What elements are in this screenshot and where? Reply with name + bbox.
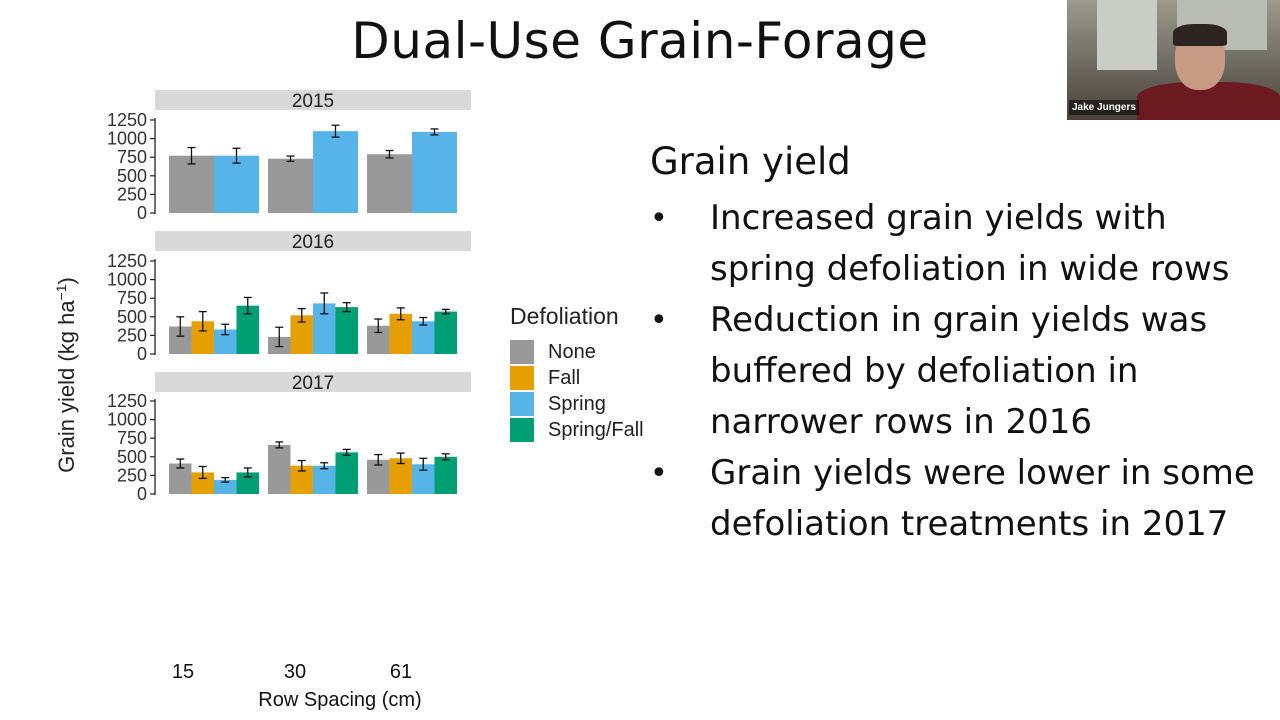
y-tick-label: 500 bbox=[117, 307, 147, 327]
bar-2015-none-15 bbox=[169, 155, 214, 213]
bar-2015-spring-30 bbox=[313, 131, 358, 213]
legend-item-spring-fall: Spring/Fall bbox=[510, 417, 644, 443]
y-tick-label: 500 bbox=[117, 166, 147, 186]
slide-title: Dual-Use Grain-Forage bbox=[351, 12, 929, 70]
legend-swatch-none bbox=[510, 340, 534, 364]
legend-title: Defoliation bbox=[510, 303, 619, 329]
webcam-background-window bbox=[1097, 0, 1157, 70]
slide-bullets: Grain yield • Increased grain yields wit… bbox=[650, 140, 1275, 550]
x-axis-title: Row Spacing (cm) bbox=[258, 689, 421, 711]
bullet-marker: • bbox=[650, 456, 668, 491]
bar-2017-none-61 bbox=[367, 459, 390, 494]
bar-2016-none-15 bbox=[169, 326, 192, 354]
bar-2016-none-61 bbox=[367, 325, 390, 354]
bar-2016-spring-30 bbox=[313, 303, 336, 354]
bullet-marker: • bbox=[650, 201, 668, 236]
y-tick-label: 0 bbox=[137, 484, 147, 504]
y-tick-label: 0 bbox=[137, 344, 147, 364]
bar-2016-fall-15 bbox=[191, 321, 214, 354]
y-tick-label: 250 bbox=[117, 325, 147, 345]
y-tick-label: 1000 bbox=[107, 270, 147, 290]
legend-label-fall: Fall bbox=[548, 366, 581, 389]
bar-2015-none-61 bbox=[367, 154, 412, 213]
y-tick-label: 250 bbox=[117, 465, 147, 485]
webcam-presenter-hair bbox=[1173, 24, 1227, 46]
bullet-text: Increased grain yields with spring defol… bbox=[710, 198, 1230, 289]
bar-2017-spring-30 bbox=[313, 465, 336, 494]
legend-swatch-spring bbox=[510, 392, 534, 416]
y-tick-label: 1250 bbox=[107, 251, 147, 271]
bar-2016-spring-fall-30 bbox=[335, 307, 358, 354]
bar-2017-spring-fall-61 bbox=[434, 456, 457, 494]
facet-strip-2017 bbox=[155, 372, 471, 392]
bar-2016-fall-61 bbox=[389, 313, 412, 354]
bar-2017-fall-61 bbox=[389, 458, 412, 494]
bar-2016-spring-61 bbox=[412, 321, 435, 354]
chart-legend: Defoliation None Fall Spring Spring/Fall bbox=[510, 303, 644, 443]
legend-label-spring: Spring bbox=[548, 392, 606, 415]
y-tick-label: 750 bbox=[117, 428, 147, 448]
y-tick-label: 500 bbox=[117, 447, 147, 467]
bar-2015-spring-61 bbox=[412, 131, 457, 213]
bar-2017-none-15 bbox=[169, 463, 192, 494]
y-tick-label: 1000 bbox=[107, 410, 147, 430]
y-tick-label: 1250 bbox=[107, 110, 147, 130]
y-tick-label: 750 bbox=[117, 147, 147, 167]
y-axis-title: Grain yield (kg ha−1) bbox=[53, 277, 79, 473]
x-category-label: 61 bbox=[390, 661, 412, 683]
bar-2016-spring-15 bbox=[214, 329, 237, 354]
bullet-text: Grain yields were lower in some defoliat… bbox=[710, 453, 1255, 544]
facet-strip-2016 bbox=[155, 231, 471, 251]
webcam-video-tile[interactable]: Jake Jungers bbox=[1067, 0, 1280, 120]
y-tick-label: 0 bbox=[137, 203, 147, 223]
legend-swatch-fall bbox=[510, 366, 534, 390]
bar-2015-spring-15 bbox=[214, 155, 259, 213]
bar-2016-spring-fall-61 bbox=[434, 311, 457, 354]
facet-label-2015: 2015 bbox=[292, 91, 334, 112]
bullet-item: • Increased grain yields with spring def… bbox=[650, 193, 1275, 295]
bullet-item: • Grain yields were lower in some defoli… bbox=[650, 448, 1275, 550]
legend-item-none: None bbox=[510, 339, 644, 365]
bar-2017-spring-fall-15 bbox=[236, 472, 259, 494]
x-category-label: 15 bbox=[172, 661, 194, 683]
bar-2017-fall-15 bbox=[191, 472, 214, 494]
legend-label-none: None bbox=[548, 340, 596, 363]
facet-label-2017: 2017 bbox=[292, 373, 334, 394]
bar-2017-spring-15 bbox=[214, 479, 237, 494]
y-tick-label: 1000 bbox=[107, 129, 147, 149]
legend-label-spring-fall: Spring/Fall bbox=[548, 418, 644, 441]
bullet-marker: • bbox=[650, 303, 668, 338]
facet-strip-2015 bbox=[155, 90, 471, 110]
bullet-text: Reduction in grain yields was buffered b… bbox=[710, 300, 1208, 442]
grain-yield-chart: 2015025050075010001250201602505007501000… bbox=[53, 90, 471, 711]
facet-label-2016: 2016 bbox=[292, 232, 334, 253]
bar-2016-fall-30 bbox=[290, 315, 313, 354]
bar-2017-fall-30 bbox=[290, 465, 313, 494]
legend-item-spring: Spring bbox=[510, 391, 644, 417]
webcam-name-label: Jake Jungers bbox=[1069, 100, 1139, 115]
bullet-item: • Reduction in grain yields was buffered… bbox=[650, 295, 1275, 448]
bar-2017-none-30 bbox=[268, 444, 291, 494]
bar-2017-spring-61 bbox=[412, 464, 435, 494]
x-category-label: 30 bbox=[284, 661, 306, 683]
bullets-heading: Grain yield bbox=[650, 140, 851, 183]
y-tick-label: 750 bbox=[117, 288, 147, 308]
legend-swatch-spring-fall bbox=[510, 418, 534, 442]
bar-2016-spring-fall-15 bbox=[236, 305, 259, 354]
bar-2017-spring-fall-30 bbox=[335, 452, 358, 494]
y-tick-label: 250 bbox=[117, 184, 147, 204]
y-tick-label: 1250 bbox=[107, 391, 147, 411]
bar-2015-none-30 bbox=[268, 158, 313, 213]
legend-item-fall: Fall bbox=[510, 365, 644, 391]
